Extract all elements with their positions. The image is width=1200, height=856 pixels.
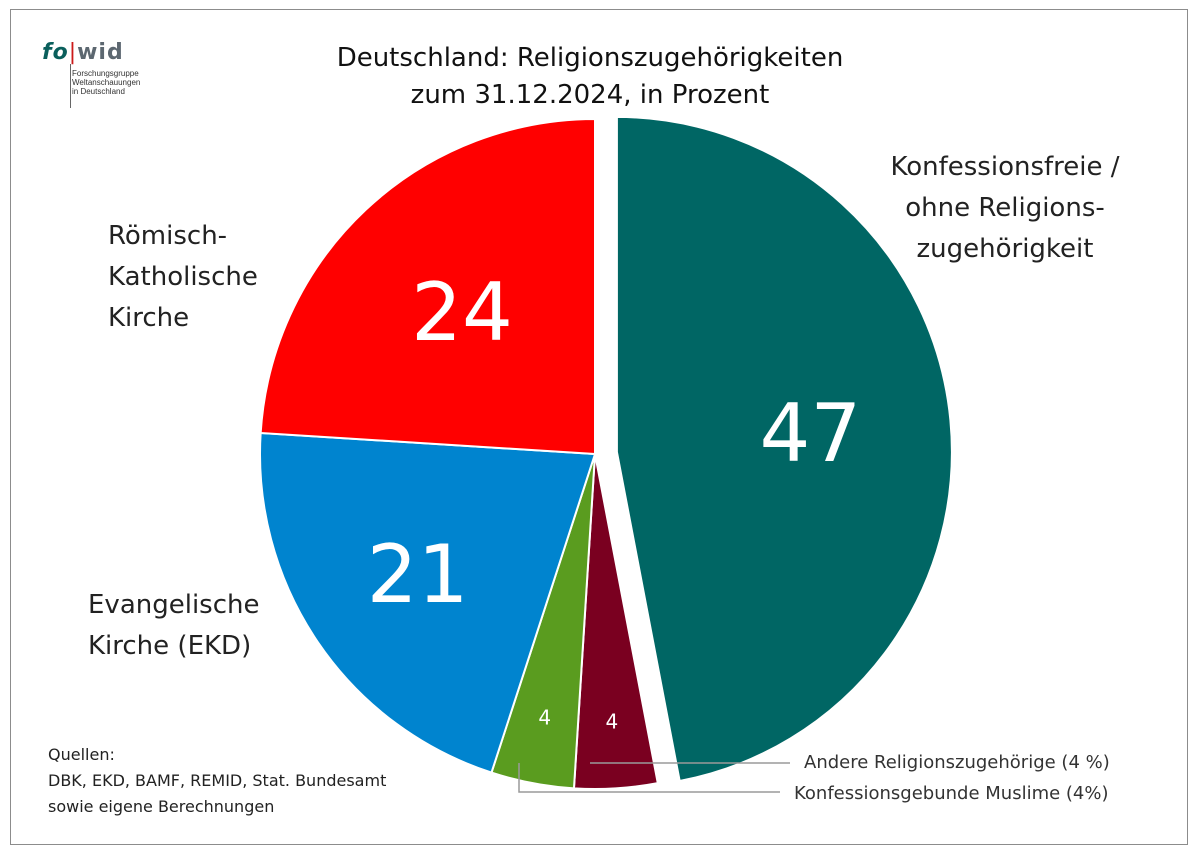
leader-line-muslime xyxy=(518,763,780,793)
logo-divider xyxy=(70,64,71,108)
label-konfessionsfrei: Konfessionsfreie / ohne Religions- zugeh… xyxy=(890,152,1120,264)
logo-wordmark: fo|wid xyxy=(42,40,124,65)
slice-value-label-4: 21 xyxy=(367,528,469,621)
slice-value-label-1: 47 xyxy=(759,387,861,480)
fowid-logo: fo|wid Forschungsgruppe Weltanschauungen… xyxy=(42,40,162,114)
label-roemisch-katholisch: Römisch- Katholische Kirche xyxy=(108,221,258,333)
legend-andere: Andere Religionszugehörige (4 %) xyxy=(804,752,1110,773)
chart-title: Deutschland: Religionszugehörigkeiten zu… xyxy=(290,40,890,114)
label-evangelisch: Evangelische Kirche (EKD) xyxy=(88,590,260,661)
logo-subtitle: Forschungsgruppe Weltanschauungen in Deu… xyxy=(72,69,141,96)
slice-value-label-5: 24 xyxy=(411,266,513,359)
title-line-1: Deutschland: Religionszugehörigkeiten xyxy=(336,43,844,73)
pie-slice-5 xyxy=(259,117,596,456)
slice-value-label-2: 4 xyxy=(605,709,618,733)
legend-muslime: Konfessionsgebunde Muslime (4%) xyxy=(794,783,1109,804)
sources-note: Quellen: DBK, EKD, BAMF, REMID, Stat. Bu… xyxy=(48,745,387,816)
pie-slice-1 xyxy=(615,115,953,783)
pie-slice-4 xyxy=(259,431,597,774)
slice-value-label-3: 4 xyxy=(538,705,551,729)
title-line-2: zum 31.12.2024, in Prozent xyxy=(410,80,770,110)
